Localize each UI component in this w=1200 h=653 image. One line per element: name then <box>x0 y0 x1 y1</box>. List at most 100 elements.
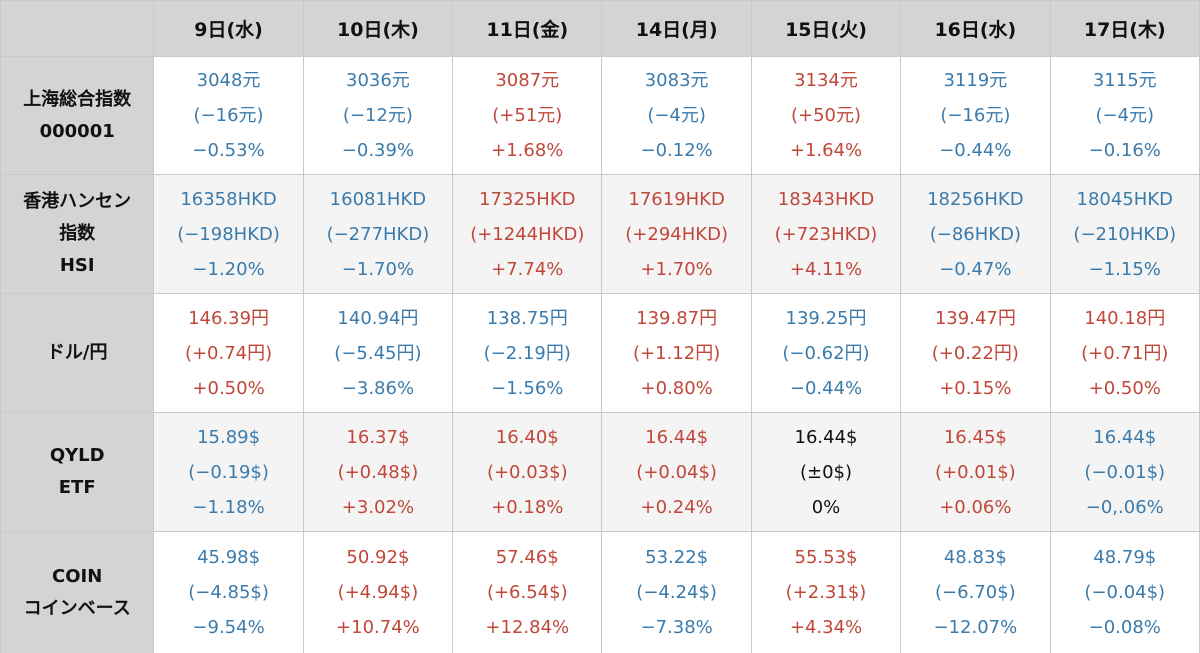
price-value: 3083元 <box>644 70 709 91</box>
percent-change: −3.86% <box>341 377 415 399</box>
table-cell: 3083元 (−4元) −0.12% <box>601 56 752 175</box>
row-label-line: ドル/円 <box>46 342 108 363</box>
price-value: 16.45$ <box>943 426 1007 448</box>
day-header: 16日(水) <box>900 0 1051 57</box>
price-value: 17325HKD <box>479 188 576 210</box>
price-value: 16081HKD <box>329 188 427 210</box>
percent-change: +7.74% <box>491 258 564 280</box>
table-cell: 17325HKD (+1244HKD) +7.74% <box>452 174 603 294</box>
price-value: 53.22$ <box>645 547 709 568</box>
change-value: (+6.54$) <box>486 582 568 603</box>
change-value: (+0.22円) <box>931 342 1019 364</box>
change-value: (−16元) <box>940 105 1011 126</box>
percent-change: 0% <box>811 496 841 518</box>
row-header: ドル/円 <box>0 293 155 413</box>
price-value: 16.44$ <box>794 426 858 448</box>
table-cell: 15.89$ (−0.19$) −1.18% <box>153 412 304 532</box>
change-value: (−210HKD) <box>1073 223 1177 245</box>
table-cell: 3115元 (−4元) −0.16% <box>1049 56 1200 175</box>
change-value: (+1.12円) <box>633 342 721 364</box>
table-cell: 3048元 (−16元) −0.53% <box>153 56 304 175</box>
change-value: (+0.03$) <box>486 461 568 483</box>
table-cell: 16.44$ (±0$) 0% <box>750 412 902 532</box>
price-value: 3134元 <box>794 70 858 91</box>
row-header: 上海総合指数 000001 <box>0 56 155 175</box>
price-value: 57.46$ <box>495 547 559 568</box>
percent-change: −9.54% <box>192 617 265 638</box>
percent-change: −0.16% <box>1088 140 1161 161</box>
percent-change: −0.08% <box>1088 617 1161 638</box>
price-value: 16.44$ <box>1093 426 1157 448</box>
row-header: COIN コインベース <box>0 531 155 653</box>
price-value: 18045HKD <box>1076 188 1173 210</box>
change-value: (±0$) <box>799 461 852 483</box>
percent-change: +0.06% <box>939 496 1012 518</box>
row-label-line: 上海総合指数 <box>23 88 132 110</box>
day-header: 14日(月) <box>601 0 752 57</box>
price-value: 48.83$ <box>943 547 1007 568</box>
table-cell: 17619HKD (+294HKD) +1.70% <box>601 174 752 294</box>
percent-change: −7.38% <box>640 617 713 638</box>
change-value: (−4.85$) <box>188 582 269 603</box>
change-value: (+1244HKD) <box>470 223 585 245</box>
percent-change: −1.70% <box>341 258 415 280</box>
table-cell: 16358HKD (−198HKD) −1.20% <box>153 174 304 294</box>
table-cell: 18343HKD (+723HKD) +4.11% <box>750 174 902 294</box>
table-cell: 45.98$ (−4.85$) −9.54% <box>153 531 304 653</box>
change-value: (−0.19$) <box>188 461 269 483</box>
row-label-line: HSI <box>59 255 95 276</box>
price-value: 138.75円 <box>486 307 568 329</box>
percent-change: +1.70% <box>640 258 713 280</box>
table-cell: 3134元 (+50元) +1.64% <box>750 56 902 175</box>
percent-change: +4.34% <box>789 617 863 638</box>
price-value: 3036元 <box>346 70 410 91</box>
table-cell: 16.44$ (−0.01$) −0,.06% <box>1049 412 1200 532</box>
row-header: 香港ハンセン 指数 HSI <box>0 174 155 294</box>
percent-change: +0.24% <box>640 496 713 518</box>
table-cell: 139.47円 (+0.22円) +0.15% <box>900 293 1051 413</box>
row-header: QYLD ETF <box>0 412 155 532</box>
price-value: 15.89$ <box>197 426 261 448</box>
table-cell: 16.37$ (+0.48$) +3.02% <box>302 412 454 532</box>
change-value: (+0.71円) <box>1081 342 1169 364</box>
percent-change: +1.68% <box>491 140 564 161</box>
percent-change: −0.47% <box>939 258 1012 280</box>
percent-change: −1.20% <box>192 258 265 280</box>
percent-change: −0.44% <box>789 377 863 399</box>
row-label-line: コインベース <box>23 597 131 619</box>
price-value: 139.87円 <box>636 307 718 329</box>
price-value: 139.25円 <box>785 307 867 329</box>
price-value: 45.98$ <box>197 547 261 568</box>
table-cell: 3036元 (−12元) −0.39% <box>302 56 454 175</box>
percent-change: +0.50% <box>192 377 265 399</box>
row-label-line: COIN <box>52 565 103 587</box>
change-value: (−2.19円) <box>483 342 571 364</box>
change-value: (−6.70$) <box>935 582 1016 603</box>
row-label-line: QYLD <box>49 445 105 466</box>
corner-cell <box>0 0 155 57</box>
percent-change: −0,.06% <box>1085 496 1164 518</box>
day-header: 17日(木) <box>1049 0 1200 57</box>
percent-change: −12.07% <box>933 617 1018 638</box>
percent-change: −1.56% <box>491 377 564 399</box>
table-cell: 140.18円 (+0.71円) +0.50% <box>1049 293 1200 413</box>
day-header: 11日(金) <box>452 0 603 57</box>
table-cell: 16081HKD (−277HKD) −1.70% <box>302 174 454 294</box>
change-value: (−277HKD) <box>326 223 430 245</box>
price-value: 140.94円 <box>337 307 419 329</box>
change-value: (+0.01$) <box>935 461 1016 483</box>
percent-change: −0.53% <box>192 140 265 161</box>
percent-change: +0.18% <box>491 496 564 518</box>
price-value: 18256HKD <box>927 188 1024 210</box>
table-cell: 57.46$ (+6.54$) +12.84% <box>452 531 603 653</box>
price-value: 16.44$ <box>645 426 709 448</box>
change-value: (+50元) <box>790 105 861 126</box>
percent-change: +1.64% <box>789 140 863 161</box>
price-value: 17619HKD <box>628 188 725 210</box>
price-value: 146.39円 <box>188 307 270 329</box>
percent-change: +12.84% <box>485 617 570 638</box>
change-value: (−0.04$) <box>1084 582 1166 603</box>
table-cell: 53.22$ (−4.24$) −7.38% <box>601 531 752 653</box>
day-header: 9日(水) <box>153 0 304 57</box>
change-value: (−86HKD) <box>929 223 1021 245</box>
